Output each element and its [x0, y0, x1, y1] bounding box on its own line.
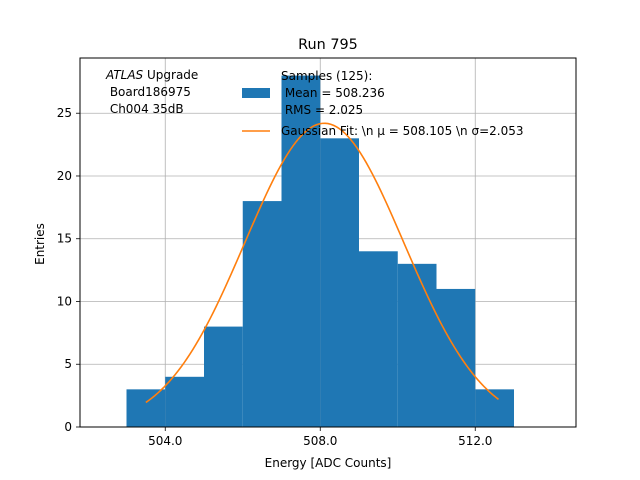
legend: Samples (125): Mean = 508.236 RMS = 2.02…	[242, 69, 524, 138]
x-tick-label-2: 512.0	[458, 434, 492, 448]
annotation-line-1: ATLAS Upgrade	[105, 68, 198, 82]
histogram-bars	[126, 75, 514, 428]
plot-frame	[79, 57, 577, 428]
x-tick-label-1: 508.0	[303, 434, 337, 448]
annotation-board: Board186975	[106, 85, 191, 99]
legend-fit-label: Gaussian Fit: \n μ = 508.105 \n σ=2.053	[281, 124, 524, 138]
gaussian-fit-line	[145, 122, 499, 404]
legend-hist-line-2: Mean = 508.236	[281, 86, 385, 100]
y-axis-label: Entries	[33, 223, 47, 265]
y-tick-label-2: 10	[57, 294, 72, 308]
x-tick-label-0: 504.0	[148, 434, 182, 448]
y-tick-label-3: 15	[57, 232, 72, 246]
gaussian-fit	[145, 122, 499, 404]
x-axis-ticks: 504.0 508.0 512.0	[148, 427, 492, 448]
legend-hist-swatch	[242, 88, 270, 98]
y-tick-label-0: 0	[64, 420, 72, 434]
y-tick-label-5: 25	[57, 106, 72, 120]
histogram-bar-2	[204, 326, 243, 427]
y-tick-label-4: 20	[57, 169, 72, 183]
histogram-bar-8	[436, 288, 476, 427]
y-tick-label-1: 5	[64, 357, 72, 371]
histogram-bar-3	[242, 201, 282, 427]
chart-title: Run 795	[298, 37, 358, 53]
histogram-bar-6	[359, 251, 398, 427]
upgrade-label: Upgrade	[143, 68, 198, 82]
legend-hist-line-1: Samples (125):	[281, 69, 372, 83]
annotation-channel: Ch004 35dB	[106, 102, 184, 116]
x-axis-label: Energy [ADC Counts]	[265, 456, 392, 470]
y-axis-ticks: 0 5 10 15 20 25	[57, 106, 80, 434]
legend-hist-line-3: RMS = 2.025	[281, 103, 363, 117]
histogram-bar-5	[320, 138, 359, 427]
histogram-bar-9	[475, 389, 514, 427]
histogram-bar-7	[397, 263, 437, 427]
histogram-bar-4	[281, 75, 321, 428]
histogram-bar-1	[165, 376, 204, 427]
atlas-annotation: ATLAS Upgrade Board186975 Ch004 35dB	[105, 68, 198, 116]
atlas-label: ATLAS	[105, 68, 144, 82]
histogram-bar-0	[126, 389, 166, 427]
